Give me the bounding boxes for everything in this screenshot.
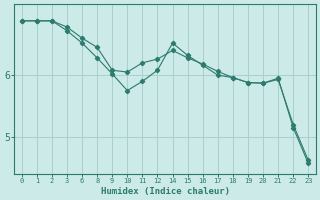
X-axis label: Humidex (Indice chaleur): Humidex (Indice chaleur) — [100, 187, 229, 196]
